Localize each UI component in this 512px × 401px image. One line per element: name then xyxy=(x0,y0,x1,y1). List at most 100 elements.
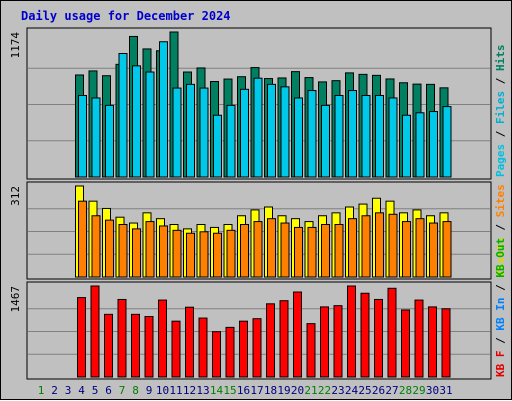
bar-kb-f-day-12 xyxy=(185,306,194,378)
bar-pages-day-14 xyxy=(213,114,222,178)
x-tick-label-day-16: 16 xyxy=(237,384,250,397)
legend-item: / xyxy=(494,124,507,144)
bar-kb-f-day-16 xyxy=(239,320,248,378)
bar-pages-day-10 xyxy=(159,41,168,178)
bar-pages-day-26 xyxy=(375,94,384,178)
bar-sites-day-4 xyxy=(78,200,87,278)
bar-sites-day-18 xyxy=(267,218,276,278)
bar-kb-f-day-25 xyxy=(360,292,370,378)
x-tick-label-day-21: 21 xyxy=(304,384,317,397)
bar-sites-day-9 xyxy=(145,221,155,278)
legend-top: Pages / Files / Hits xyxy=(494,45,507,178)
bar-sites-day-12 xyxy=(186,232,195,278)
bar-kb-f-day-23 xyxy=(333,305,343,378)
x-tick-label-day-26: 26 xyxy=(372,384,385,397)
bar-kb-f-day-19 xyxy=(279,300,289,378)
x-tick-label-day-11: 11 xyxy=(169,384,182,397)
bar-pages-day-29 xyxy=(415,112,425,178)
bar-pages-day-19 xyxy=(280,86,290,178)
x-tick-label-day-4: 4 xyxy=(78,384,85,397)
legend-item: Pages xyxy=(494,144,507,177)
bar-sites-day-16 xyxy=(240,224,249,278)
bar-pages-day-7 xyxy=(118,52,128,178)
bar-pages-day-15 xyxy=(226,104,236,178)
bar-kb-f-day-17 xyxy=(252,318,262,378)
bar-kb-f-day-28 xyxy=(401,309,410,378)
x-axis: 1 2 3 4 5 6 7 8 9 10 11 12 13 14 15 16 17 18 19 20 21 22 23 24 2… xyxy=(38,384,453,397)
x-tick-label-day-5: 5 xyxy=(92,384,99,397)
bar-sites-day-8 xyxy=(132,228,141,278)
y-max-label: 1174 xyxy=(9,32,22,59)
legend-item: Visits xyxy=(494,237,507,277)
bar-kb-f-day-29 xyxy=(414,299,424,378)
x-tick-label-day-31: 31 xyxy=(439,384,452,397)
x-tick-label-day-12: 12 xyxy=(183,384,196,397)
bar-pages-day-8 xyxy=(132,65,141,178)
bar-kb-f-day-10 xyxy=(158,299,167,378)
legend-item: KB F xyxy=(494,351,507,378)
x-tick-label-day-13: 13 xyxy=(196,384,209,397)
bar-kb-f-day-26 xyxy=(374,298,383,378)
legend-bottom: KB F / KB In / KB Out xyxy=(494,238,507,377)
bar-kb-f-day-22 xyxy=(320,306,329,378)
bar-kb-f-day-11 xyxy=(171,320,181,378)
x-tick-label-day-20: 20 xyxy=(291,384,304,397)
bar-pages-day-18 xyxy=(267,83,276,178)
bar-sites-day-27 xyxy=(388,213,398,278)
x-tick-label-day-6: 6 xyxy=(105,384,112,397)
bar-sites-day-21 xyxy=(307,226,317,278)
chart-title: Daily usage for December 2024 xyxy=(21,9,231,23)
x-tick-label-day-30: 30 xyxy=(426,384,439,397)
bar-sites-day-20 xyxy=(294,226,303,278)
bar-pages-day-30 xyxy=(429,111,438,178)
panel-bottom: 1467 KB F / KB In / KB Out xyxy=(9,238,507,380)
bar-sites-day-5 xyxy=(91,215,101,278)
bar-kb-f-day-9 xyxy=(144,316,154,378)
panel-middle: 312 Visits / Sites xyxy=(9,181,507,280)
panel-frame xyxy=(26,27,492,180)
bar-kb-f-day-21 xyxy=(306,323,316,378)
bar-pages-day-17 xyxy=(253,77,263,178)
bar-pages-day-28 xyxy=(402,114,411,178)
x-tick-label-day-3: 3 xyxy=(65,384,72,397)
legend-item: / xyxy=(494,217,507,237)
bar-kb-f-day-4 xyxy=(77,297,86,378)
bar-kb-f-day-5 xyxy=(90,285,100,378)
bar-pages-day-13 xyxy=(199,87,209,178)
bar-sites-day-28 xyxy=(402,221,411,278)
y-max-label: 312 xyxy=(9,186,22,206)
legend-item: Hits xyxy=(494,45,507,72)
bar-pages-day-5 xyxy=(91,97,101,178)
bar-pages-day-21 xyxy=(307,90,317,178)
bar-kb-f-day-6 xyxy=(104,313,113,378)
panel-frame xyxy=(26,281,492,380)
x-tick-label-day-25: 25 xyxy=(358,384,371,397)
bar-kb-f-day-18 xyxy=(266,303,275,378)
bar-sites-day-30 xyxy=(429,222,438,278)
legend-item: Files xyxy=(494,91,507,124)
bar-sites-day-25 xyxy=(361,215,371,278)
bar-sites-day-17 xyxy=(253,221,263,278)
bar-kb-f-day-24 xyxy=(347,285,356,378)
chart-panels: 1174 Pages / Files / Hits 312 Visits / Site… xyxy=(9,27,507,380)
x-tick-label-day-9: 9 xyxy=(146,384,153,397)
x-tick-label-day-10: 10 xyxy=(156,384,169,397)
bar-kb-f-day-27 xyxy=(387,287,397,378)
bar-pages-day-11 xyxy=(172,87,182,178)
bar-sites-day-14 xyxy=(213,232,222,278)
bar-sites-day-15 xyxy=(226,229,236,278)
panel-frame xyxy=(26,181,492,280)
bar-pages-day-12 xyxy=(186,83,195,178)
bar-pages-day-6 xyxy=(105,104,114,178)
bar-sites-day-13 xyxy=(199,231,209,278)
bar-pages-day-27 xyxy=(388,97,398,178)
bar-sites-day-26 xyxy=(375,212,384,278)
bar-pages-day-22 xyxy=(321,104,330,178)
bar-sites-day-10 xyxy=(159,225,168,278)
x-tick-label-day-22: 22 xyxy=(318,384,331,397)
legend-item: / xyxy=(494,278,507,298)
bar-kb-f-day-13 xyxy=(198,317,208,378)
bar-pages-day-20 xyxy=(294,97,303,178)
x-tick-label-day-14: 14 xyxy=(210,384,224,397)
